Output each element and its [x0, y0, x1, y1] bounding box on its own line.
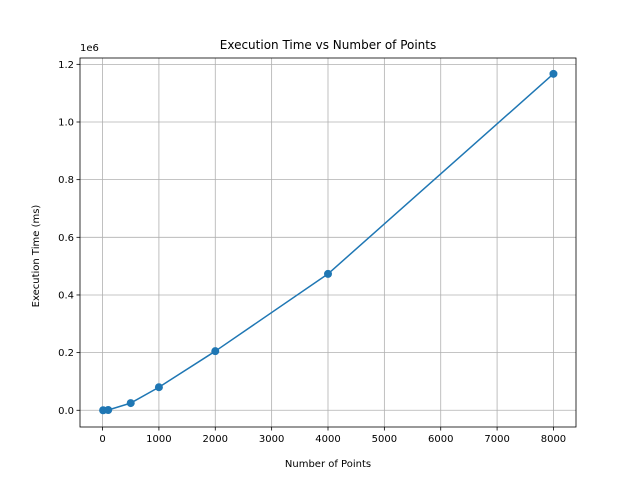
- y-axis-offset-label: 1e6: [80, 43, 99, 54]
- data-point: [211, 347, 220, 356]
- data-point: [104, 405, 113, 414]
- grid-lines: [80, 58, 576, 427]
- data-point: [324, 269, 332, 278]
- y-tick-label: 0.6: [58, 233, 74, 244]
- y-tick-label: 0.2: [58, 348, 74, 359]
- x-axis-ticks: 0 1000 2000 3000 4000 5000 6000 7000 8000: [99, 427, 566, 445]
- y-axis-label: Execution Time (ms): [31, 205, 42, 308]
- y-tick-label: 0.8: [58, 175, 74, 186]
- y-tick-label: 0.0: [58, 406, 74, 417]
- x-tick-label: 3000: [259, 434, 284, 445]
- x-axis-label: Number of Points: [285, 459, 371, 470]
- x-tick-label: 4000: [315, 434, 340, 445]
- x-tick-label: 7000: [484, 434, 509, 445]
- x-tick-label: 2000: [203, 434, 228, 445]
- series-layer: [99, 69, 558, 415]
- data-point: [126, 399, 135, 408]
- x-tick-label: 5000: [372, 434, 397, 445]
- y-tick-label: 1.2: [58, 60, 74, 71]
- y-tick-label: 1.0: [58, 117, 74, 128]
- x-tick-label: 0: [99, 434, 105, 445]
- x-tick-label: 6000: [428, 434, 453, 445]
- y-axis-ticks: 0.0 0.2 0.4 0.6 0.8 1.0 1.2: [58, 60, 80, 417]
- x-tick-label: 8000: [541, 434, 566, 445]
- x-tick-label: 1000: [146, 434, 171, 445]
- chart-title: Execution Time vs Number of Points: [220, 38, 437, 52]
- data-point: [549, 69, 558, 78]
- y-tick-label: 0.4: [58, 290, 74, 301]
- data-point: [154, 383, 163, 392]
